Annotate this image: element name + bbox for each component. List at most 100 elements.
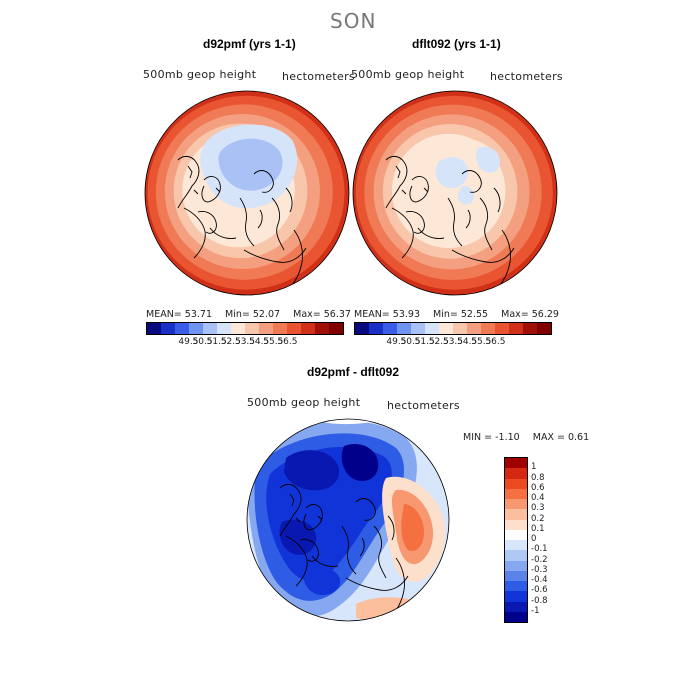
colorbar-tick-label: -0.6 bbox=[531, 585, 548, 596]
diff-contour bbox=[279, 519, 317, 555]
coastline bbox=[391, 207, 414, 259]
colorbar-segment bbox=[315, 323, 329, 334]
colorbar-segment bbox=[467, 323, 481, 334]
diff-polar-map bbox=[246, 418, 450, 622]
colorbar-tick-label: 0.3 bbox=[531, 503, 545, 514]
panel1-colorbar-ticks: 49.5 50.5 51.5 52.5 53.5 54.5 55.5 56.5 bbox=[146, 337, 344, 348]
colorbar-segment bbox=[161, 323, 175, 334]
panel2-mean-value: 53.93 bbox=[392, 309, 420, 320]
coastline bbox=[395, 165, 429, 195]
colorbar-segment bbox=[505, 519, 527, 530]
colorbar-tick-label: 0.6 bbox=[531, 482, 545, 493]
diff-stats: MIN = -1.10 MAX = 0.61 bbox=[463, 432, 589, 443]
coastline bbox=[311, 555, 339, 567]
colorbar-segment bbox=[537, 323, 551, 334]
coastline bbox=[405, 211, 425, 234]
coastline bbox=[197, 211, 217, 234]
coastline bbox=[417, 227, 445, 239]
coastline bbox=[285, 535, 308, 587]
colorbar-segment bbox=[189, 323, 203, 334]
panel2-mean-label: MEAN= bbox=[354, 309, 390, 320]
coastline bbox=[387, 515, 395, 541]
colorbar-tick-label: -0.3 bbox=[531, 564, 548, 575]
colorbar-segment bbox=[505, 468, 527, 479]
colorbar-segment bbox=[505, 458, 527, 469]
colorbar-segment bbox=[439, 323, 453, 334]
panel1-variable-label: 500mb geop height bbox=[143, 68, 257, 81]
colorbar-segment bbox=[505, 499, 527, 510]
colorbar-tick-label: 50.5 bbox=[192, 337, 213, 347]
panel2-colorbar bbox=[354, 322, 552, 335]
colorbar-tick-label: 53.5 bbox=[442, 337, 464, 347]
diff-units-label: hectometers bbox=[387, 399, 460, 412]
colorbar-tick-label: 0.2 bbox=[531, 513, 545, 524]
colorbar-segment bbox=[217, 323, 231, 334]
map-border bbox=[352, 90, 558, 296]
colorbar-segment bbox=[509, 323, 523, 334]
colorbar-segment bbox=[505, 560, 527, 571]
colorbar-segment bbox=[425, 323, 439, 334]
colorbar-tick-label: 51.5 bbox=[414, 337, 435, 347]
diff-min-value: -1.10 bbox=[495, 432, 520, 443]
diff-contour bbox=[356, 597, 426, 621]
panel1-colorbar bbox=[146, 322, 344, 335]
panel1-polar-map bbox=[144, 90, 350, 296]
map-border bbox=[246, 418, 450, 622]
colorbar-tick-label: -0.8 bbox=[531, 595, 548, 606]
panel1-stats: MEAN= 53.71 Min= 52.07 Max= 56.37 bbox=[146, 309, 351, 320]
coastline bbox=[285, 187, 293, 213]
low-contour bbox=[475, 146, 500, 173]
coastline bbox=[409, 176, 429, 203]
colorbar-tick-label: 49.5 bbox=[178, 337, 199, 347]
colorbar-tick-label: 52.5 bbox=[428, 337, 449, 347]
colorbar-segment bbox=[505, 570, 527, 581]
coastline bbox=[279, 483, 302, 537]
colorbar-segment bbox=[505, 478, 527, 489]
panel2-colorbar-ticks: 49.5 50.5 51.5 52.5 53.5 54.5 55.5 56.5 bbox=[354, 337, 552, 348]
colorbar-tick-label: -0.1 bbox=[531, 544, 548, 555]
colorbar-segment bbox=[383, 323, 397, 334]
panel1-mean-label: MEAN= bbox=[146, 309, 182, 320]
colorbar-segment bbox=[505, 611, 527, 622]
colorbar-segment bbox=[369, 323, 383, 334]
colorbar-segment bbox=[505, 540, 527, 551]
colorbar-tick-label: 54.5 bbox=[457, 337, 478, 347]
coastline bbox=[209, 227, 237, 239]
panel1-min-value: 52.07 bbox=[252, 309, 281, 320]
coastline bbox=[385, 155, 408, 209]
panel1-min-label: Min= bbox=[225, 309, 250, 320]
panel2-units-label: hectometers bbox=[490, 70, 563, 83]
colorbar-segment bbox=[259, 323, 273, 334]
coastline bbox=[465, 209, 471, 229]
low-contour bbox=[435, 157, 469, 189]
coastline bbox=[451, 247, 515, 263]
colorbar-segment bbox=[397, 323, 411, 334]
diff-title: d92pmf - dflt092 bbox=[307, 365, 400, 379]
colorbar-segment bbox=[245, 323, 259, 334]
coastline bbox=[355, 498, 376, 521]
panel2-title: dflt092 (yrs 1-1) bbox=[412, 37, 501, 51]
colorbar-tick-label: 51.5 bbox=[206, 337, 227, 347]
coastline bbox=[271, 197, 285, 251]
colorbar-segment bbox=[505, 550, 527, 561]
colorbar-tick-label: 52.5 bbox=[220, 337, 241, 347]
colorbar-segment bbox=[175, 323, 189, 334]
diff-max-label: MAX = bbox=[532, 432, 565, 443]
coastline bbox=[243, 247, 307, 263]
colorbar-segment bbox=[453, 323, 467, 334]
colorbar-tick-label: -1 bbox=[531, 605, 540, 616]
colorbar-segment bbox=[329, 323, 343, 334]
colorbar-segment bbox=[505, 488, 527, 499]
diff-max-value: 0.61 bbox=[567, 432, 590, 443]
coastline bbox=[201, 176, 221, 203]
colorbar-tick-label: 0.4 bbox=[531, 493, 545, 503]
coastline bbox=[493, 187, 501, 213]
colorbar-segment bbox=[505, 591, 527, 602]
colorbar-tick-label: 55.5 bbox=[263, 337, 284, 347]
colorbar-segment bbox=[273, 323, 287, 334]
low-contour bbox=[457, 185, 475, 205]
coastline bbox=[253, 170, 274, 193]
colorbar-segment bbox=[355, 323, 369, 334]
coastline bbox=[239, 197, 255, 247]
panel1-mean-value: 53.71 bbox=[184, 309, 212, 320]
